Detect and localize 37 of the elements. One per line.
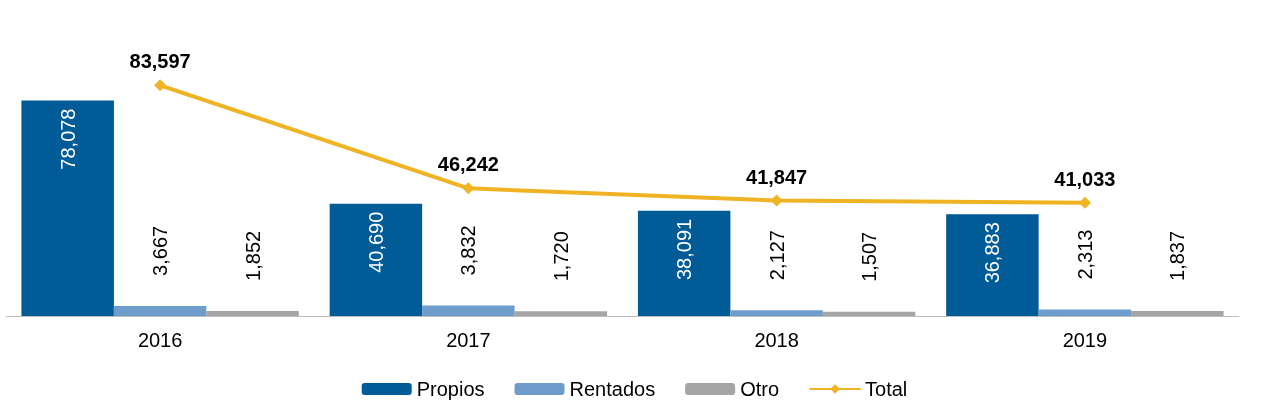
bar xyxy=(113,305,207,316)
data-label: 3,667 xyxy=(149,225,172,276)
data-label: 41,847 xyxy=(746,165,808,188)
bar xyxy=(730,310,823,316)
bar xyxy=(946,214,1039,316)
bar xyxy=(422,305,515,316)
bar xyxy=(1038,309,1132,316)
data-label: 1,507 xyxy=(858,231,881,282)
x-tick-label: 2019 xyxy=(1062,329,1108,351)
data-label: 40,690 xyxy=(364,211,387,273)
legend-label: Otro xyxy=(740,378,780,400)
data-label: 3,832 xyxy=(457,225,480,276)
data-label: 36,883 xyxy=(981,222,1004,284)
bar xyxy=(329,203,423,316)
bar xyxy=(1131,310,1224,316)
legend-label: Propios xyxy=(416,378,485,400)
data-label: 83,597 xyxy=(129,50,191,73)
data-label: 1,852 xyxy=(241,230,264,281)
data-label: 1,837 xyxy=(1166,230,1189,281)
bar xyxy=(21,100,114,316)
data-label: 2,127 xyxy=(765,230,788,281)
point xyxy=(154,79,167,92)
bar xyxy=(822,311,916,316)
data-label: 1,720 xyxy=(549,231,572,282)
data-label: 78,078 xyxy=(56,108,79,170)
data-label: 38,091 xyxy=(673,218,696,281)
data-label: 41,033 xyxy=(1054,167,1116,190)
data-label: 46,242 xyxy=(437,153,499,176)
data-label: 2,313 xyxy=(1073,229,1096,280)
x-tick-label: 2016 xyxy=(137,329,183,351)
legend-label: Rentados xyxy=(569,378,656,400)
bar xyxy=(206,310,299,316)
bar xyxy=(637,210,731,316)
x-tick-label: 2017 xyxy=(446,329,491,351)
legend-label: Total xyxy=(865,378,908,400)
bar xyxy=(514,311,608,316)
x-tick-label: 2018 xyxy=(754,329,799,351)
